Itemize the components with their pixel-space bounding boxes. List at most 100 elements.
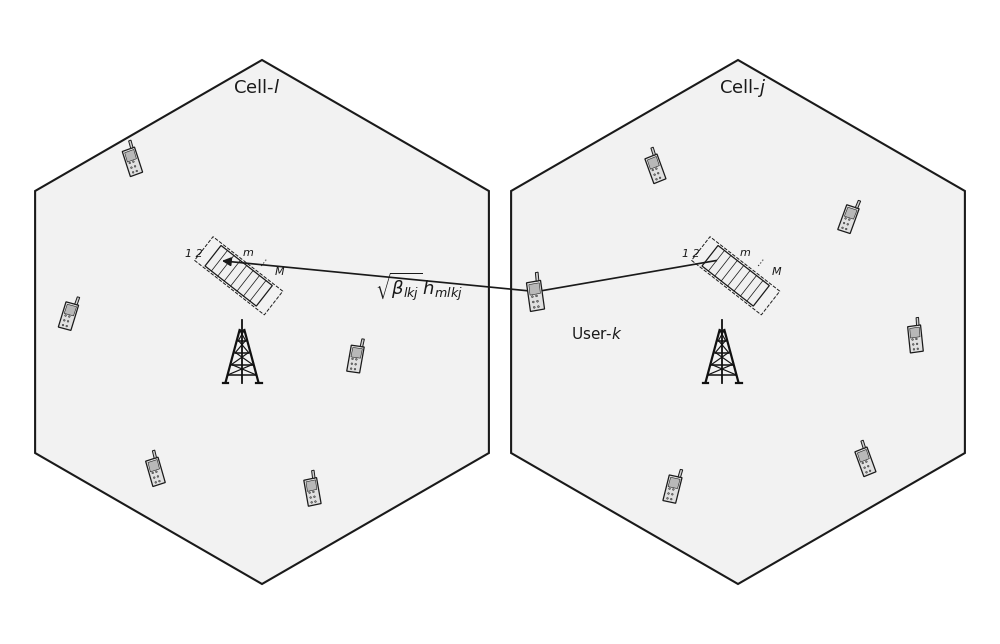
Polygon shape <box>645 154 666 184</box>
Circle shape <box>66 325 68 327</box>
Circle shape <box>155 482 157 483</box>
Text: Cell-$l$: Cell-$l$ <box>233 79 281 97</box>
Circle shape <box>913 348 915 350</box>
Circle shape <box>351 363 353 365</box>
Circle shape <box>350 368 352 370</box>
Polygon shape <box>844 207 857 219</box>
Circle shape <box>537 300 538 302</box>
Circle shape <box>136 170 138 172</box>
Circle shape <box>156 471 157 473</box>
Circle shape <box>133 161 134 162</box>
Polygon shape <box>838 205 859 234</box>
Circle shape <box>845 228 847 230</box>
Polygon shape <box>347 345 364 373</box>
Polygon shape <box>146 457 165 486</box>
Circle shape <box>310 497 311 498</box>
Circle shape <box>313 491 314 493</box>
Text: Cell-$j$: Cell-$j$ <box>719 77 767 99</box>
Circle shape <box>63 319 65 321</box>
Polygon shape <box>668 477 680 489</box>
Circle shape <box>652 169 654 171</box>
Circle shape <box>153 477 155 478</box>
Circle shape <box>68 316 70 317</box>
Circle shape <box>670 498 672 500</box>
Circle shape <box>654 174 655 176</box>
Polygon shape <box>122 147 143 176</box>
Polygon shape <box>678 469 683 477</box>
Circle shape <box>311 502 313 503</box>
Polygon shape <box>910 327 920 338</box>
Polygon shape <box>75 297 80 305</box>
Text: $m$: $m$ <box>739 249 751 258</box>
Circle shape <box>845 218 846 219</box>
Circle shape <box>867 466 869 467</box>
Circle shape <box>157 475 159 477</box>
Circle shape <box>352 358 353 359</box>
Text: $\sqrt{\beta_{lkj}}\,h_{mlkj}$: $\sqrt{\beta_{lkj}}\,h_{mlkj}$ <box>375 270 463 303</box>
Circle shape <box>862 462 864 464</box>
Circle shape <box>152 472 154 474</box>
Circle shape <box>134 166 136 167</box>
Circle shape <box>671 493 673 495</box>
Polygon shape <box>58 302 79 330</box>
Text: $M$: $M$ <box>274 265 285 276</box>
Circle shape <box>159 480 160 482</box>
Polygon shape <box>855 200 861 208</box>
Text: $m$: $m$ <box>242 249 254 258</box>
Text: 1 2: 1 2 <box>185 249 202 259</box>
Circle shape <box>315 501 316 502</box>
Polygon shape <box>535 272 539 281</box>
Polygon shape <box>529 283 540 295</box>
Text: User-$k$: User-$k$ <box>571 326 623 342</box>
Polygon shape <box>306 480 317 491</box>
Circle shape <box>132 171 134 173</box>
Polygon shape <box>651 147 656 155</box>
Polygon shape <box>511 60 965 584</box>
Circle shape <box>309 492 310 493</box>
Polygon shape <box>129 140 133 149</box>
Polygon shape <box>916 317 919 325</box>
Polygon shape <box>35 60 489 584</box>
Circle shape <box>866 471 867 473</box>
Circle shape <box>843 222 845 224</box>
Circle shape <box>131 167 132 169</box>
Circle shape <box>531 296 533 298</box>
Polygon shape <box>663 475 682 503</box>
Circle shape <box>62 324 64 326</box>
Polygon shape <box>360 339 364 346</box>
Polygon shape <box>304 478 321 506</box>
Polygon shape <box>152 450 157 459</box>
Polygon shape <box>861 440 866 448</box>
Text: 1 2: 1 2 <box>682 249 699 259</box>
Circle shape <box>314 496 315 498</box>
Text: $\cdots$: $\cdots$ <box>753 256 767 270</box>
Polygon shape <box>647 156 659 169</box>
Circle shape <box>532 301 534 303</box>
Polygon shape <box>526 280 545 312</box>
Polygon shape <box>351 347 362 358</box>
Circle shape <box>672 489 674 490</box>
Circle shape <box>865 460 867 462</box>
Polygon shape <box>312 470 315 478</box>
Polygon shape <box>702 245 769 306</box>
Circle shape <box>869 470 871 471</box>
Text: $\cdots$: $\cdots$ <box>256 256 270 270</box>
Circle shape <box>669 488 670 489</box>
Circle shape <box>655 168 657 169</box>
Circle shape <box>848 219 850 220</box>
Polygon shape <box>125 149 136 162</box>
Circle shape <box>916 338 917 340</box>
Polygon shape <box>148 460 160 472</box>
Circle shape <box>847 223 849 225</box>
Polygon shape <box>64 304 77 316</box>
Circle shape <box>668 493 669 495</box>
Circle shape <box>65 315 66 316</box>
Polygon shape <box>855 447 876 477</box>
Circle shape <box>129 162 131 164</box>
Circle shape <box>657 173 659 174</box>
Polygon shape <box>908 325 923 353</box>
Polygon shape <box>205 245 272 306</box>
Circle shape <box>67 321 69 322</box>
Circle shape <box>842 227 843 229</box>
Circle shape <box>355 363 357 365</box>
